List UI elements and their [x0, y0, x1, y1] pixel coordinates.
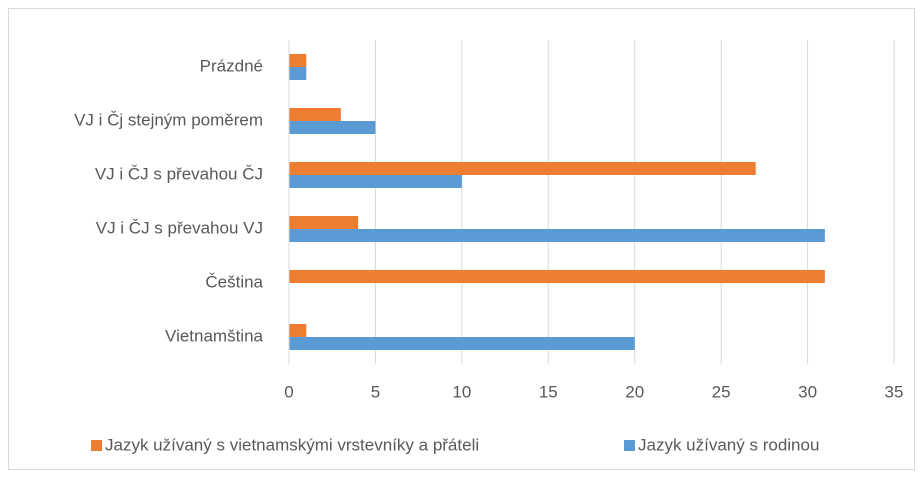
y-tick-label: Čeština	[205, 272, 263, 291]
bar	[289, 216, 359, 229]
legend-swatch	[91, 440, 102, 451]
y-tick-label: VJ i ČJ s převahou ČJ	[95, 164, 263, 183]
x-tick-label: 20	[625, 382, 644, 401]
x-tick-label: 35	[885, 382, 904, 401]
bar	[289, 229, 825, 242]
legend-label: Jazyk užívaný s rodinou	[638, 435, 819, 454]
bar	[289, 121, 376, 134]
bar	[289, 108, 341, 121]
y-tick-label: VJ i Čj stejným poměrem	[74, 110, 263, 129]
bar	[289, 175, 462, 188]
x-tick-label: 15	[539, 382, 558, 401]
legend-swatch	[624, 440, 635, 451]
y-tick-label: Prázdné	[200, 56, 263, 75]
bar	[289, 54, 307, 67]
bar	[289, 270, 825, 283]
y-tick-label: VJ i ČJ s převahou VJ	[96, 218, 263, 237]
bar	[289, 337, 635, 350]
legend-label: Jazyk užívaný s vietnamskými vrstevníky …	[105, 435, 479, 454]
bar	[289, 162, 756, 175]
bar	[289, 67, 307, 80]
x-tick-label: 30	[798, 382, 817, 401]
x-tick-label: 25	[712, 382, 731, 401]
x-tick-label: 10	[452, 382, 471, 401]
x-tick-label: 0	[284, 382, 293, 401]
y-tick-label: Vietnamština	[165, 326, 264, 345]
x-tick-label: 5	[371, 382, 380, 401]
bar	[289, 324, 307, 337]
